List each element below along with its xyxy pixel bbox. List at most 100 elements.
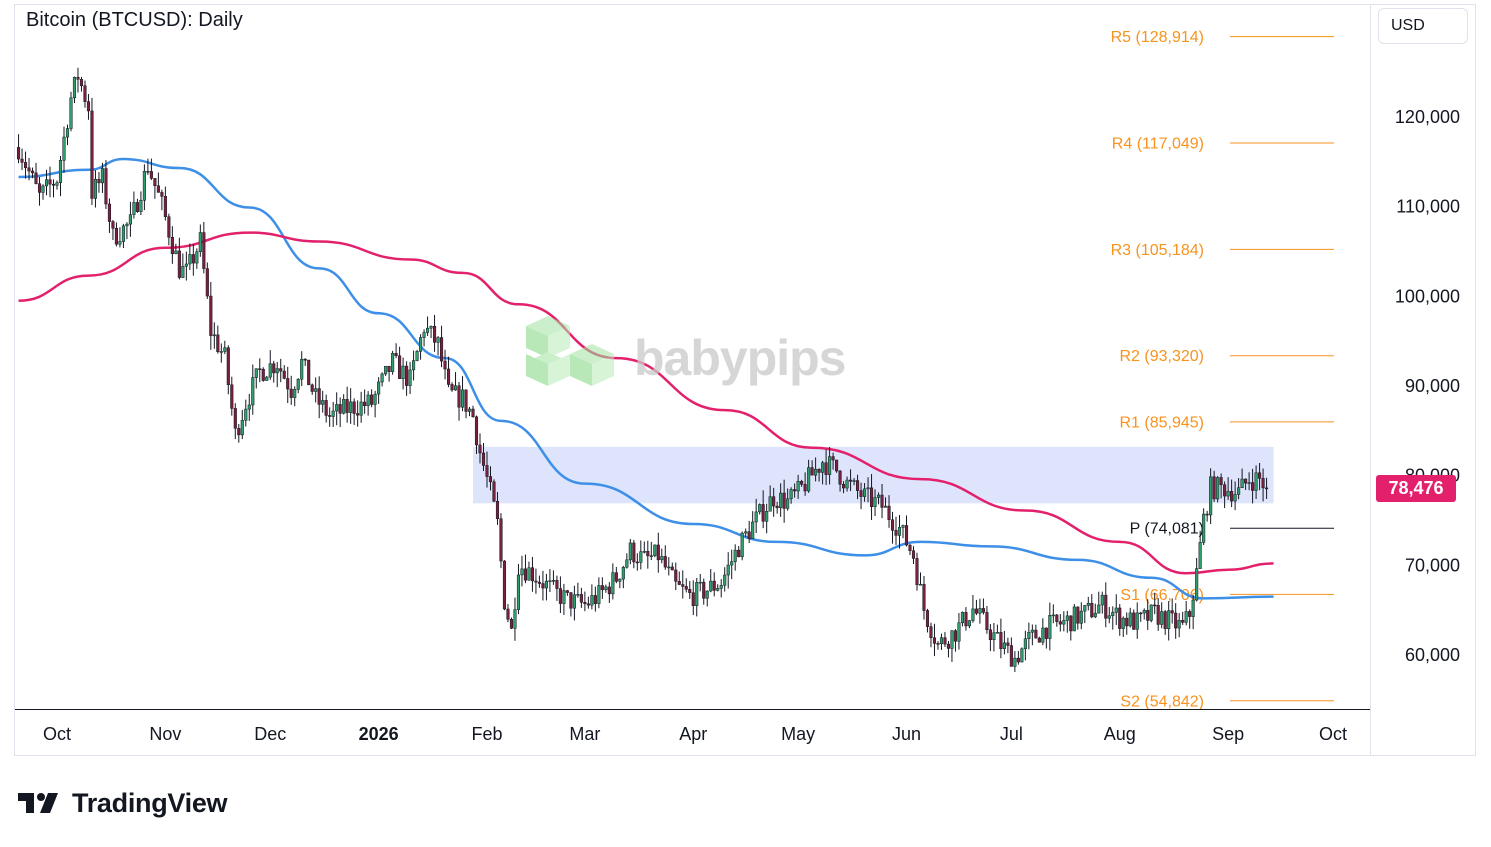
candle-body	[1156, 605, 1160, 625]
candle-body	[377, 381, 381, 395]
candle-body	[835, 459, 839, 472]
candle-body	[695, 582, 699, 606]
candle-body	[1002, 642, 1006, 649]
candle-body	[506, 608, 510, 620]
candle-body	[803, 484, 807, 492]
moving-average-fast-line	[18, 157, 1274, 600]
candle-body	[76, 77, 80, 80]
candle-body	[915, 558, 919, 585]
y-tick-label: 60,000	[1405, 645, 1460, 665]
candle-body	[520, 568, 524, 576]
candle-body	[139, 199, 143, 212]
candle-body	[443, 360, 447, 370]
candle-body	[660, 556, 664, 561]
candle-body	[275, 368, 279, 374]
candle-body	[1016, 657, 1020, 663]
y-tick-label: 90,000	[1405, 376, 1460, 396]
candle-body	[1223, 484, 1227, 497]
candle-body	[1233, 494, 1237, 502]
candle-body	[286, 378, 290, 390]
candle-body	[495, 500, 500, 519]
candle-body	[544, 580, 548, 589]
candle-body	[810, 467, 814, 476]
candle-body	[911, 550, 916, 559]
pivot-label-r2: R2 (93,320)	[1120, 348, 1205, 365]
candle-body	[502, 560, 507, 610]
candle-body	[317, 388, 321, 405]
candle-body	[1104, 594, 1108, 619]
candle-body	[1069, 615, 1073, 632]
candle-body	[730, 561, 734, 566]
candle-body	[153, 178, 157, 186]
x-tick-label: Jun	[892, 724, 921, 744]
x-tick-label: Feb	[471, 724, 502, 744]
currency-selector[interactable]: USD	[1378, 8, 1468, 44]
candle-body	[901, 525, 905, 528]
tradingview-brand[interactable]: TradingView	[18, 786, 228, 820]
candle-body	[908, 544, 912, 551]
candle-body	[1244, 478, 1248, 484]
candle-body	[394, 353, 398, 356]
candle-body	[890, 519, 895, 531]
x-tick-label: Jul	[1000, 724, 1023, 744]
candle-body	[733, 549, 737, 562]
candle-body	[342, 399, 346, 414]
candle-body	[758, 504, 762, 513]
moving-averages-layer	[18, 157, 1274, 600]
candle-body	[579, 594, 583, 603]
tradingview-wordmark: TradingView	[72, 787, 228, 818]
candle-body	[408, 369, 412, 386]
candle-body	[48, 179, 52, 185]
candle-body	[219, 351, 223, 353]
candle-body	[300, 358, 304, 380]
candle-body	[943, 637, 947, 645]
candle-body	[132, 202, 136, 215]
candle-body	[936, 643, 940, 645]
candle-body	[356, 413, 360, 416]
candle-body	[649, 555, 653, 557]
candle-body	[1097, 604, 1101, 614]
candle-body	[523, 568, 527, 581]
candle-body	[716, 588, 720, 591]
candle-body	[380, 373, 384, 383]
candle-body	[597, 585, 601, 604]
candle-body	[405, 365, 409, 386]
candle-body	[174, 250, 178, 255]
candle-body	[34, 172, 38, 184]
candles-layer	[16, 67, 1269, 672]
candle-body	[1118, 607, 1122, 629]
candle-body	[981, 608, 985, 613]
candle-body	[363, 401, 367, 407]
candle-body	[737, 549, 741, 558]
candle-body	[1135, 612, 1139, 630]
candle-body	[639, 551, 643, 563]
candle-body	[964, 612, 968, 627]
candle-body	[821, 462, 825, 473]
candle-body	[705, 590, 709, 599]
candle-body	[419, 337, 423, 352]
candle-body	[307, 359, 311, 386]
candle-body	[460, 389, 465, 408]
candle-body	[30, 170, 35, 174]
candle-body	[160, 192, 164, 197]
candle-body	[279, 368, 283, 372]
candle-body	[1195, 568, 1199, 601]
x-tick-label: Dec	[254, 724, 286, 744]
candle-body	[1230, 491, 1234, 502]
candle-body	[391, 353, 395, 372]
x-tick-label: Oct	[1319, 724, 1347, 744]
x-tick-label: Apr	[679, 724, 707, 744]
candle-body	[303, 358, 307, 361]
candle-body	[726, 564, 730, 576]
candle-body	[251, 377, 255, 406]
candle-body	[268, 363, 272, 378]
candle-body	[244, 408, 248, 421]
candle-body	[1111, 612, 1115, 617]
candle-body	[331, 410, 335, 417]
candle-body	[530, 567, 534, 582]
candle-body	[740, 532, 744, 558]
candle-body	[967, 620, 971, 627]
candle-body	[796, 481, 800, 492]
candle-body	[1030, 629, 1034, 633]
